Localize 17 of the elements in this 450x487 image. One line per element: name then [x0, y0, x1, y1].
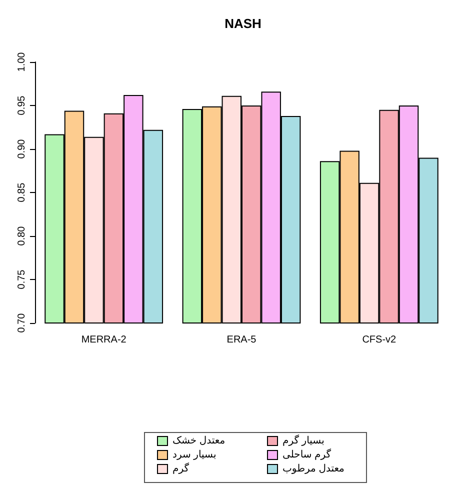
y-tick-label: 0.70	[16, 312, 28, 333]
y-tick-label: 1.00	[16, 52, 28, 72]
y-tick-label: 0.75	[16, 269, 28, 290]
y-tick-label: 0.95	[16, 95, 28, 116]
chart-title: NASH	[224, 16, 262, 31]
y-tick-label: 0.80	[16, 226, 28, 246]
legend-label: بسیار سرد	[172, 450, 216, 460]
y-tick-label: 0.90	[16, 138, 28, 159]
legend-label: معتدل خشک	[172, 436, 226, 446]
legend-label: گرم	[172, 462, 190, 474]
legend-label: معتدل مرطوب	[282, 464, 344, 474]
x-tick-label: CFS-v2	[362, 334, 397, 346]
y-tick-label: 0.85	[16, 182, 28, 202]
legend-label: بسیار گرم	[282, 434, 324, 446]
legend-label: گرم ساحلی	[282, 448, 332, 460]
x-tick-label: MERRA-2	[81, 334, 127, 346]
x-tick-label: ERA-5	[226, 334, 257, 346]
